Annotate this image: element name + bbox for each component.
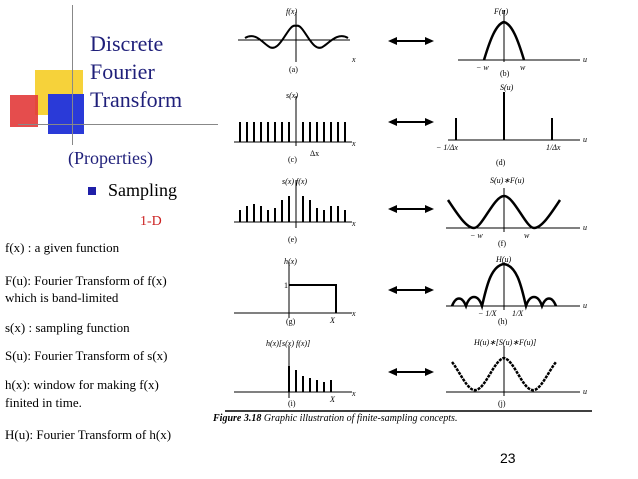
panel-f-tag: (f) [498,239,506,248]
panel-i: h(x)[s(x) f(x)] (i) X x [234,339,356,408]
bullet-square-icon [88,186,96,195]
panel-f-axis: u [583,223,587,232]
panel-i-extra: X [329,395,336,404]
definition-Fu-cont: which is band-limited [5,290,119,305]
arrow-row-4 [388,286,434,294]
panel-j-tag: (j) [498,399,506,408]
panel-b-tick-left: − w [476,63,489,72]
dimension-label: 1-D [140,214,162,229]
panel-a-ylabel: f(x) [286,7,297,16]
panel-d-ylabel: S(u) [500,83,514,92]
bullet-text: Sampling [108,180,178,200]
title-line-2: Fourier [90,59,155,84]
panel-a: f(x) (a) x [238,7,356,74]
panel-g-tag: (g) [286,317,296,326]
panel-i-ylabel: h(x)[s(x) f(x)] [266,339,310,348]
deco-blue-block [48,94,84,134]
definition-Su: S(u): Fourier Transform of s(x) [5,348,168,363]
panel-e-tag: (e) [288,235,297,244]
title-line-1: Discrete [90,31,164,56]
definition-hx-cont: finited in time. [5,395,82,410]
panel-b-tag: (b) [500,69,510,78]
panel-j-axis: u [583,387,587,396]
panel-j: H(u)∗[S(u)∗F(u)] (j) u [446,338,587,408]
panel-h: H(u) − 1/X 1/X (h) u [446,255,587,326]
panel-g: h(x) 1 (g) X x [234,257,356,326]
panel-a-tag: (a) [289,65,298,74]
panel-c-extra: Δx [310,149,319,158]
panel-b-tick-right: w [520,63,526,72]
page-number: 23 [500,450,516,466]
panel-b-ylabel: F(u) [493,7,509,16]
panel-c-axis: x [351,139,356,148]
definition-sx: s(x) : sampling function [5,320,130,335]
panel-b: F(u) − w w (b) u [458,7,587,78]
deco-vertical-line [72,5,73,145]
panel-g-level: 1 [284,281,288,290]
panel-h-tick-right: 1/X [512,309,524,318]
panel-i-axis: x [351,389,356,398]
definition-Hu: H(u): Fourier Transform of h(x) [5,427,172,442]
panel-e: s(x) f(x) (e) x [234,177,356,244]
panel-f-tick-right: w [524,231,530,240]
panel-i-tag: (i) [288,399,296,408]
arrow-row-3 [388,205,434,213]
panel-g-axis: x [351,309,356,318]
panel-d-tag: (d) [496,158,506,167]
definition-fx: f(x) : a given function [5,240,120,255]
panel-c-tag: (c) [288,155,297,164]
caption-text: Graphic illustration of finite-sampling … [263,413,458,424]
panel-f-ylabel: S(u)∗F(u) [490,176,525,185]
slide-subtitle: (Properties) [68,148,153,168]
panel-f: S(u)∗F(u) − w w (f) u [446,176,587,248]
panel-d-tick-left: − 1/Δx [436,143,458,152]
panel-a-axis: x [351,55,356,64]
panel-d-axis: u [583,135,587,144]
panel-c: s(x) (c) Δx x [234,91,356,164]
definition-hx: h(x): window for making f(x) [5,377,159,392]
sampling-figure: f(x) (a) x F(u) − w w (b) u s(x) (c) [225,7,592,412]
arrow-row-5 [388,368,434,376]
panel-h-axis: u [583,301,587,310]
panel-f-tick-left: − w [470,231,483,240]
panel-d: S(u) − 1/Δx 1/Δx (d) u [436,83,587,167]
deco-red-block [10,95,38,127]
deco-horizontal-line [18,124,218,125]
definition-Fu: F(u): Fourier Transform of f(x) [5,273,167,288]
panel-h-ylabel: H(u) [495,255,511,264]
panel-h-tick-left: − 1/X [478,309,498,318]
panel-d-tick-right: 1/Δx [546,143,561,152]
panel-j-ylabel: H(u)∗[S(u)∗F(u)] [473,338,536,347]
panel-h-tag: (h) [498,317,508,326]
bullet-item: Sampling [88,180,177,201]
panel-b-axis: u [583,55,587,64]
title-line-3: Transform [90,87,183,112]
panel-g-ylabel: h(x) [284,257,297,266]
arrow-row-2 [388,118,434,126]
panel-c-ylabel: s(x) [286,91,298,100]
figure-caption: Figure 3.18 Graphic illustration of fini… [213,413,457,424]
slide-title: Discrete Fourier Transform [90,30,182,114]
panel-e-ylabel: s(x) f(x) [282,177,307,186]
panel-e-axis: x [351,219,356,228]
caption-label: Figure 3.18 [213,413,262,424]
arrow-row-1 [388,37,434,45]
panel-g-extra: X [329,316,336,325]
